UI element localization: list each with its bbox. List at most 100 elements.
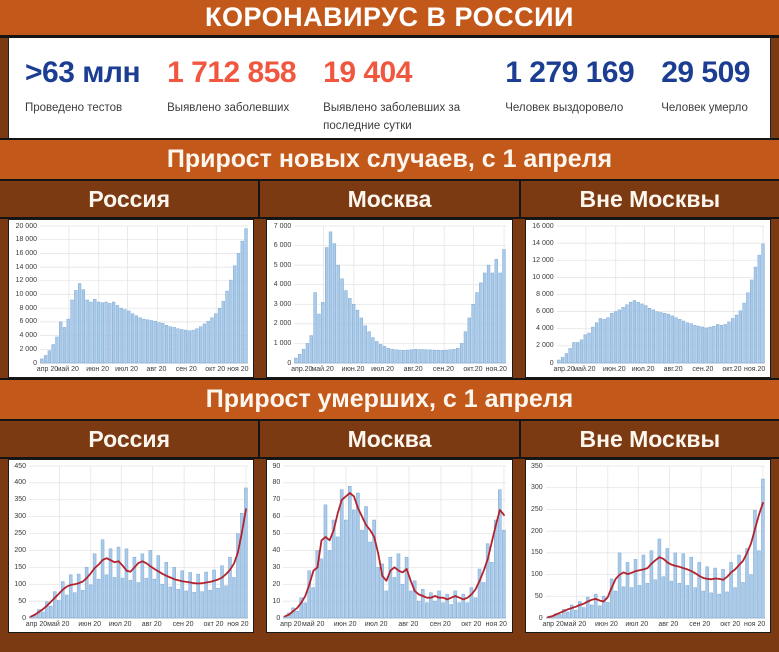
y-tick-label: 40 (272, 546, 281, 554)
y-tick-label: 150 (14, 563, 26, 571)
y-tick-label: 0 (538, 614, 543, 622)
y-tick-label: 0 (33, 359, 37, 367)
y-tick-label: 5 000 (273, 261, 292, 269)
y-tick-label: 250 (14, 530, 26, 538)
chart-deaths-russia: 0 50 100 150 200 250 300 350 400 450 апр 20 май 20 и… (8, 459, 255, 633)
trend-line (284, 492, 506, 618)
y-tick-label: 6 000 (536, 308, 554, 316)
x-tick-label: авг.20 (403, 366, 423, 373)
trend-line (30, 508, 247, 618)
y-tick-label: 0 (287, 359, 292, 367)
stat-label: Человек выздоровело (505, 102, 624, 114)
y-tick-label: 12 000 (15, 277, 37, 285)
x-tick-label: окт 20 (205, 366, 226, 373)
x-tick-label: авг.20 (663, 366, 683, 373)
x-tick-label: июл 20 (115, 366, 138, 373)
chart-canvas (40, 225, 248, 364)
charts-row-new-cases: 0 2 000 4 000 6 000 8 000 10 000 12 000 14 000 1… (0, 219, 779, 380)
x-tick-label: ноя 20 (743, 621, 766, 628)
stat-value: 1 279 169 (505, 56, 635, 89)
x-tick-label: май 20 (47, 621, 70, 628)
chart-canvas (545, 465, 765, 619)
x-tick-label: июл.20 (371, 366, 394, 373)
x-tick-label: окт.20 (722, 366, 742, 373)
section-title-deaths: Прирост умерших, с 1 апреля (205, 385, 574, 413)
y-tick-label: 150 (530, 549, 543, 557)
y-tick-label: 2 000 (19, 345, 37, 353)
chart-canvas (556, 225, 765, 364)
y-tick-label: 4 000 (273, 281, 292, 289)
x-tick-label: окт.20 (463, 366, 483, 373)
stat-value: 1 712 858 (167, 56, 297, 89)
charts-row-deaths: 0 50 100 150 200 250 300 350 400 450 апр 20 май 20 и… (0, 459, 779, 633)
section-title-new-cases: Прирост новых случаев, с 1 апреля (166, 145, 613, 173)
x-tick-label: апр 20 (36, 366, 59, 373)
stat-item: 1 712 858 Выявлено заболевших (167, 58, 296, 138)
chart-title-new-cases-russia: Россия (0, 181, 261, 217)
y-tick-label: 100 (530, 571, 543, 579)
section-band-new-cases: Прирост новых случаев, с 1 апреля (0, 140, 779, 181)
y-tick-label: 3 000 (273, 300, 292, 308)
y-tick-label: 14 000 (532, 239, 554, 247)
x-tick-label: авг 20 (146, 366, 167, 373)
y-tick-label: 200 (14, 546, 26, 554)
y-tick-label: 90 (272, 462, 281, 470)
chart-canvas (283, 465, 507, 619)
chart-canvas (29, 465, 248, 619)
y-tick-label: 12 000 (532, 256, 554, 264)
y-tick-label: 4 000 (536, 325, 554, 333)
y-tick-label: 400 (14, 479, 26, 487)
y-tick-label: 2 000 (536, 342, 554, 350)
chart-new-cases-outside-moscow: 0 2 000 4 000 6 000 8 000 10 000 12 000 14 000 1… (524, 219, 771, 378)
y-tick-label: 4 000 (19, 332, 37, 340)
x-tick-label: июн.20 (341, 366, 365, 373)
y-tick-label: 14 000 (15, 263, 37, 271)
x-tick-label: апр 20 (280, 621, 302, 628)
y-tick-label: 50 (18, 597, 26, 605)
x-tick-label: ноя 20 (485, 621, 507, 628)
y-tick-label: 10 (272, 597, 281, 605)
y-tick-label: 450 (14, 462, 26, 470)
chart-titles-row-new-cases: Россия Москва Вне Москвы (0, 181, 779, 219)
stat-value: >63 млн (25, 56, 141, 89)
y-tick-label: 100 (14, 580, 26, 588)
x-tick-label: сен 20 (689, 621, 711, 628)
stat-value: 29 509 (661, 56, 750, 89)
stat-item: >63 млн Проведено тестов (25, 56, 141, 138)
stats-bar: >63 млн Проведено тестов 1 712 858 Выявл… (8, 38, 771, 138)
chart-deaths-outside-moscow: 0 50 100 150 200 250 300 350 апр 20 май 20 июн 20 и… (524, 459, 771, 633)
y-tick-label: 18 000 (15, 236, 37, 244)
chart-deaths-moscow: 0 10 20 30 40 50 60 70 80 90 апр 20 май 20 июн 20 июл… (266, 459, 513, 633)
y-tick-label: 2 000 (273, 320, 292, 328)
x-tick-label: апр 20 (25, 621, 48, 628)
chart-new-cases-russia: 0 2 000 4 000 6 000 8 000 10 000 12 000 14 000 1… (8, 219, 255, 378)
y-tick-label: 10 000 (532, 273, 554, 281)
x-tick-label: ноя.20 (743, 366, 766, 373)
x-tick-label: авг 20 (141, 621, 162, 628)
stat-label: Проведено тестов (25, 102, 123, 114)
x-tick-label: май 20 (563, 621, 587, 628)
x-tick-label: окт 20 (203, 621, 224, 628)
stat-item: 29 509 Человек умерло (661, 58, 750, 138)
stat-item: 19 404 Выявлено заболевших за последние … (323, 58, 478, 138)
y-tick-label: 0 (22, 614, 26, 622)
x-tick-label: авг 20 (398, 621, 419, 628)
stat-label: Человек умерло (661, 102, 748, 114)
chart-title-deaths-outside-moscow: Вне Москвы (579, 425, 721, 452)
x-tick-label: июл 20 (625, 621, 649, 628)
chart-new-cases-moscow: 0 1 000 2 000 3 000 4 000 5 000 6 000 7 000 апр.… (266, 219, 513, 378)
section-band-deaths: Прирост умерших, с 1 апреля (0, 380, 779, 421)
y-tick-label: 1 000 (273, 339, 292, 347)
y-tick-label: 30 (272, 563, 281, 571)
stat-label: Выявлено заболевших (167, 102, 290, 114)
chart-title-deaths-russia: Россия (0, 421, 261, 457)
x-tick-label: сен 20 (429, 621, 451, 628)
x-tick-label: авг 20 (658, 621, 679, 628)
x-tick-label: июл 20 (108, 621, 132, 628)
y-tick-label: 80 (272, 479, 281, 487)
y-tick-label: 20 (272, 580, 281, 588)
page-header: КОРОНАВИРУС В РОССИИ (0, 0, 779, 38)
chart-title-new-cases-moscow: Москва (260, 181, 521, 217)
chart-canvas (294, 225, 507, 364)
x-tick-label: апр 20 (542, 621, 564, 628)
